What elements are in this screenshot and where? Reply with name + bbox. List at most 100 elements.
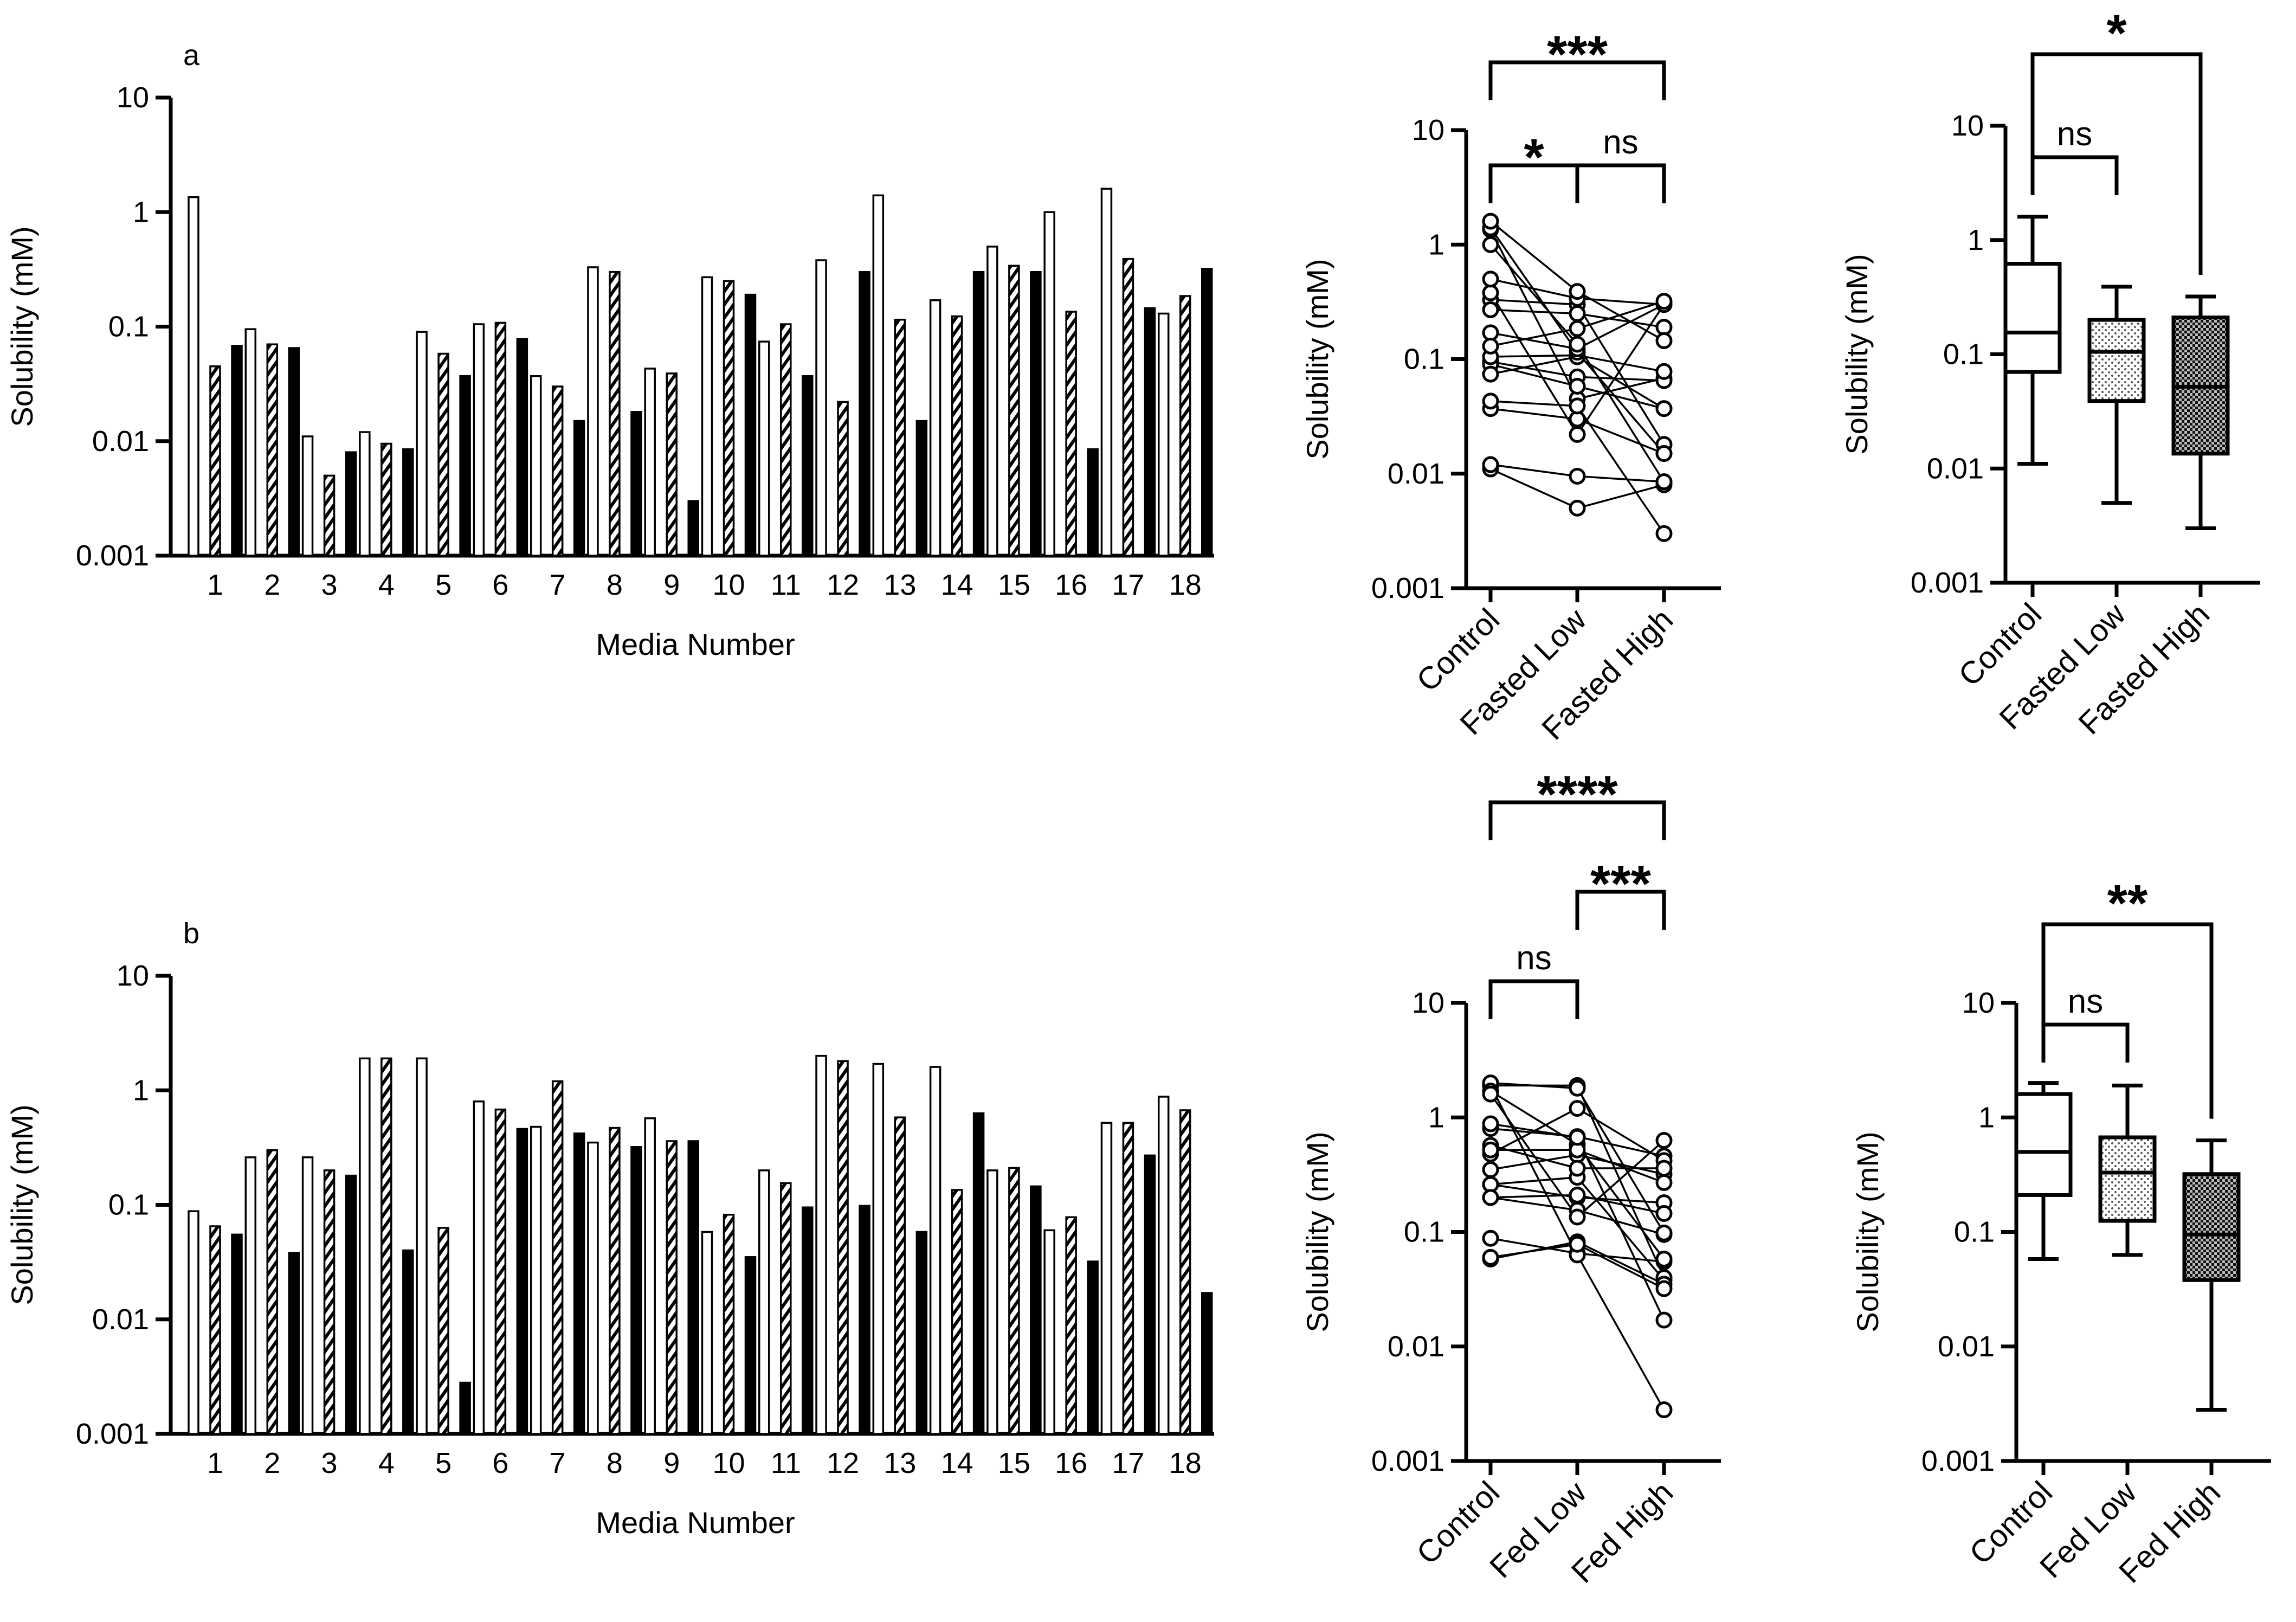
significance-label: *** bbox=[1547, 25, 1608, 83]
bar-control bbox=[301, 435, 314, 557]
data-point bbox=[1655, 293, 1673, 310]
y-axis-title: Solubility (mM) bbox=[5, 226, 39, 427]
bar-control bbox=[473, 1100, 485, 1435]
significance-label: ** bbox=[2107, 874, 2148, 932]
x-tick-label: 18 bbox=[1169, 569, 1202, 601]
bar-control bbox=[188, 1210, 199, 1435]
y-axis-title: Solubility (mM) bbox=[5, 1104, 39, 1305]
significance-label: ns bbox=[1516, 939, 1551, 977]
data-point bbox=[1482, 284, 1499, 301]
x-tick-label: 2 bbox=[264, 1447, 280, 1479]
significance-label: **** bbox=[1537, 765, 1618, 823]
bar-fed-low bbox=[551, 1080, 564, 1435]
box-iqr bbox=[2087, 318, 2146, 403]
x-tick-label: 3 bbox=[321, 1447, 338, 1479]
data-point bbox=[1655, 1280, 1673, 1297]
bar-fed-high bbox=[516, 1128, 528, 1435]
bar-fasted-high bbox=[687, 500, 699, 557]
bar-fasted-low bbox=[1179, 295, 1191, 557]
y-tick-label: 0.01 bbox=[1927, 452, 1984, 485]
y-axis-title: Solubility (mM) bbox=[1850, 1131, 1885, 1332]
bar-fasted-high bbox=[744, 293, 757, 557]
bar-fed-low bbox=[780, 1182, 792, 1435]
data-point bbox=[1655, 1205, 1673, 1222]
bar-fed-high bbox=[859, 1205, 870, 1435]
box-iqr bbox=[2098, 1135, 2157, 1223]
data-point bbox=[1569, 1079, 1586, 1097]
x-tick-label: 8 bbox=[607, 1447, 623, 1479]
x-tick-label: 11 bbox=[771, 569, 801, 601]
significance-label: *** bbox=[1590, 855, 1652, 913]
bar-control bbox=[929, 299, 941, 557]
bar-control bbox=[872, 1063, 885, 1435]
significance-bracket bbox=[1488, 800, 1666, 840]
bar-fasted-low bbox=[951, 315, 963, 557]
x-tick-label: 16 bbox=[1055, 1447, 1087, 1479]
bar-fed-high bbox=[915, 1231, 928, 1435]
bar-control bbox=[188, 196, 199, 557]
bar-control bbox=[359, 431, 371, 557]
bar-fed-low bbox=[494, 1108, 507, 1435]
significance-bracket bbox=[1575, 163, 1666, 203]
data-point bbox=[1482, 236, 1499, 253]
data-point bbox=[1569, 1186, 1586, 1203]
y-tick-label: 0.1 bbox=[1404, 343, 1444, 376]
bar-control bbox=[1157, 312, 1170, 557]
bar-control bbox=[416, 1057, 428, 1435]
data-point bbox=[1655, 445, 1673, 462]
y-tick-label: 0.01 bbox=[1938, 1330, 1995, 1363]
y-tick-label: 1 bbox=[133, 196, 149, 228]
bar-fed-high bbox=[630, 1146, 642, 1435]
y-tick-label: 10 bbox=[1412, 114, 1444, 146]
bar-control bbox=[1100, 188, 1113, 557]
bar-fasted-low bbox=[323, 474, 336, 557]
x-tick-label: 6 bbox=[492, 569, 508, 601]
x-tick-label: 5 bbox=[435, 1447, 452, 1479]
box-iqr bbox=[2014, 1092, 2073, 1197]
y-tick-label: 1 bbox=[1968, 224, 1984, 256]
x-tick-label: 6 bbox=[492, 1447, 508, 1479]
panel-label: a bbox=[183, 39, 200, 72]
x-tick-label: 9 bbox=[663, 569, 680, 601]
data-point bbox=[1569, 426, 1586, 443]
significance-bracket bbox=[2030, 52, 2203, 275]
data-point bbox=[1655, 332, 1673, 349]
data-point bbox=[1482, 365, 1499, 383]
bar-control bbox=[644, 368, 656, 557]
bar-fasted-high bbox=[1144, 307, 1156, 557]
x-tick-label: 17 bbox=[1112, 569, 1144, 601]
data-point bbox=[1655, 525, 1673, 542]
bar-fasted-low bbox=[1008, 265, 1020, 557]
data-point bbox=[1569, 499, 1586, 517]
bar-fasted-high bbox=[345, 451, 357, 557]
bar-control bbox=[644, 1117, 656, 1435]
x-tick-label: 12 bbox=[827, 1447, 859, 1479]
bar-control bbox=[359, 1057, 371, 1435]
data-point bbox=[1569, 283, 1586, 300]
bar-fed-low bbox=[380, 1057, 392, 1435]
bar-control bbox=[872, 194, 885, 557]
y-tick-label: 1 bbox=[1428, 228, 1444, 261]
bar-fed-low bbox=[437, 1227, 449, 1435]
bar-fasted-low bbox=[494, 321, 507, 557]
data-point bbox=[1569, 320, 1586, 337]
data-point bbox=[1482, 337, 1499, 355]
bar-fasted-high bbox=[630, 411, 642, 557]
data-point bbox=[1482, 1161, 1499, 1179]
bar-control bbox=[986, 246, 998, 557]
bar-fed-high bbox=[972, 1112, 985, 1435]
significance-label: ns bbox=[1603, 124, 1638, 161]
y-tick-label: 0.001 bbox=[76, 539, 149, 572]
y-tick-label: 0.01 bbox=[1388, 458, 1444, 490]
bar-control bbox=[587, 1141, 599, 1435]
bar-fasted-high bbox=[915, 420, 928, 557]
data-point bbox=[1482, 271, 1499, 288]
x-tick-label: 10 bbox=[712, 569, 745, 601]
bar-fed-low bbox=[1122, 1122, 1134, 1435]
x-tick-label: 7 bbox=[550, 1447, 566, 1479]
